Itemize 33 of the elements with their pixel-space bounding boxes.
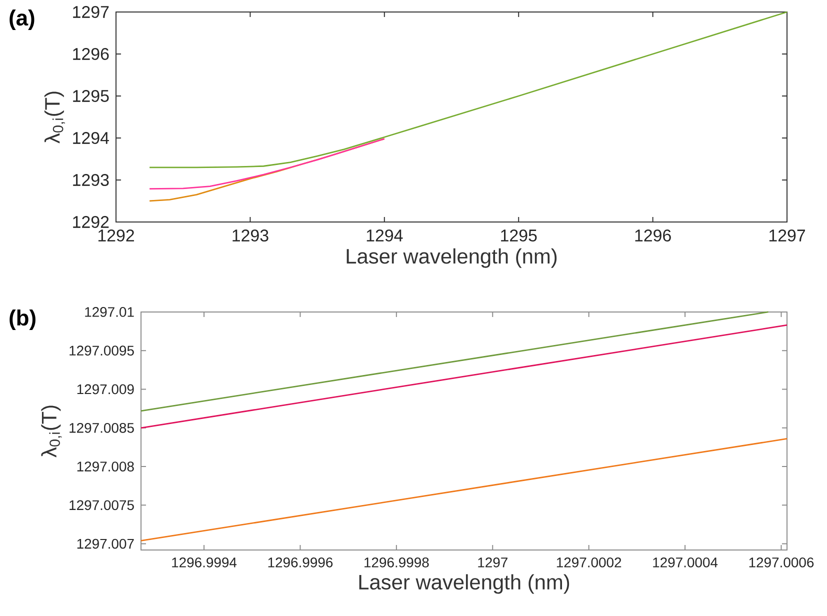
chart-title: (b) — [10, 310, 36, 330]
x-tick-label: 1296.9994 — [172, 557, 237, 568]
y-tick-label: 1297.007 — [77, 538, 134, 549]
x-tick-label: 1297.0002 — [556, 557, 622, 568]
x-tick-label: 1297.0004 — [653, 557, 718, 568]
line-series — [148, 11, 788, 168]
x-tick-label: 1297.0006 — [749, 557, 814, 568]
x-tick-label: 1297 — [769, 230, 805, 242]
y-tick-label: 1297.0095 — [70, 346, 134, 356]
y-tick-label: 1297.008 — [77, 462, 134, 472]
x-tick-label: 1297 — [478, 557, 508, 568]
y-axis-title: λ$_{0,i}$(T) — [41, 406, 62, 458]
x-tick-label: 1296.9998 — [364, 557, 429, 568]
x-tick-label: 1295 — [501, 230, 537, 242]
y-tick-label: 1297.0085 — [70, 422, 134, 433]
x-tick-label: 1296 — [635, 230, 671, 242]
y-tick-label: 1294 — [73, 132, 109, 144]
x-axis-title: Laser wavelength (nm) — [346, 248, 557, 268]
y-tick-label: 1297 — [73, 6, 109, 18]
chart-title: (a) — [10, 10, 34, 30]
y-axis-title: λ$_{0,i}$(T) — [44, 92, 65, 144]
y-tick-label: 1293 — [73, 174, 109, 186]
x-tick-label: 1296.9996 — [268, 557, 333, 568]
line-series — [148, 138, 386, 190]
y-tick-label: 1297.009 — [77, 384, 134, 394]
y-tick-label: 1295 — [73, 90, 109, 102]
x-tick-label: 1294 — [366, 230, 403, 242]
y-tick-label: 1292 — [73, 216, 109, 228]
y-tick-label: 1297.0075 — [70, 500, 134, 510]
y-tick-label: 1296 — [73, 48, 109, 60]
y-tick-label: 1297.01 — [85, 307, 134, 317]
x-tick-label: 1293 — [232, 230, 268, 242]
x-axis-title: Laser wavelength (nm) — [359, 574, 570, 594]
